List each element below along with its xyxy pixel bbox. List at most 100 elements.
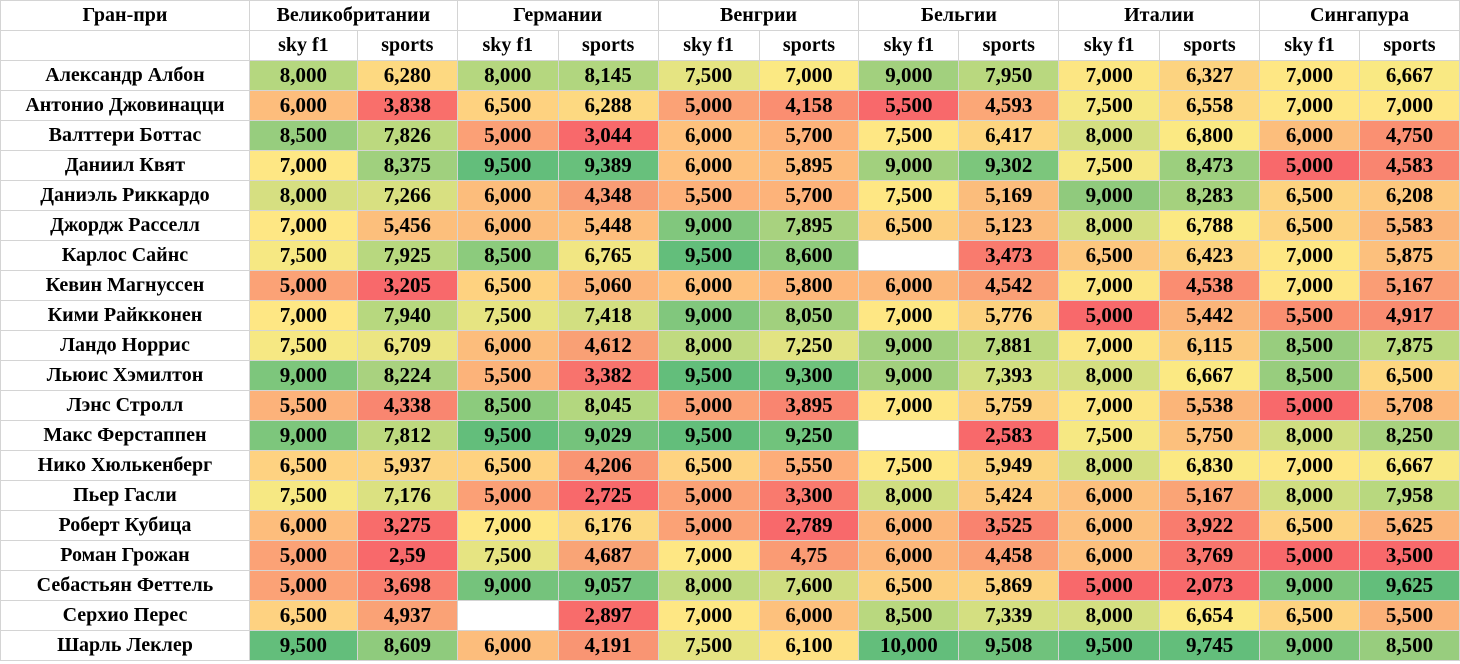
value-cell[interactable]: 4,75 xyxy=(758,540,860,571)
source-header-cell[interactable]: sports xyxy=(356,30,458,61)
value-cell[interactable] xyxy=(858,240,960,271)
value-cell[interactable]: 6,709 xyxy=(356,330,458,361)
value-cell[interactable]: 5,000 xyxy=(1058,570,1161,601)
value-cell[interactable]: 4,348 xyxy=(557,180,659,211)
value-cell[interactable]: 6,423 xyxy=(1159,240,1261,271)
value-cell[interactable]: 4,206 xyxy=(557,450,659,481)
value-cell[interactable]: 7,500 xyxy=(248,330,358,361)
value-cell[interactable]: 7,000 xyxy=(1259,60,1360,91)
value-cell[interactable]: 6,000 xyxy=(1058,480,1161,511)
value-cell[interactable]: 9,000 xyxy=(248,360,358,391)
value-cell[interactable]: 9,745 xyxy=(1159,630,1261,661)
value-cell[interactable]: 7,500 xyxy=(858,180,960,211)
source-header-cell[interactable]: sky f1 xyxy=(657,30,760,61)
value-cell[interactable]: 9,029 xyxy=(557,420,659,451)
value-cell[interactable]: 5,424 xyxy=(958,480,1060,511)
value-cell[interactable]: 6,000 xyxy=(1259,120,1360,151)
value-cell[interactable]: 5,000 xyxy=(1058,300,1161,331)
value-cell[interactable]: 9,000 xyxy=(858,150,960,181)
driver-name-cell[interactable]: Пьер Гасли xyxy=(0,480,250,511)
source-header-cell[interactable]: sports xyxy=(758,30,860,61)
value-cell[interactable]: 7,000 xyxy=(1259,240,1360,271)
source-header-cell[interactable]: sports xyxy=(1159,30,1261,61)
value-cell[interactable]: 7,500 xyxy=(1058,90,1161,121)
value-cell[interactable]: 5,949 xyxy=(958,450,1060,481)
value-cell[interactable]: 6,500 xyxy=(1358,360,1460,391)
value-cell[interactable]: 3,205 xyxy=(356,270,458,301)
value-cell[interactable]: 9,500 xyxy=(657,420,760,451)
value-cell[interactable]: 5,776 xyxy=(958,300,1060,331)
driver-name-cell[interactable]: Роберт Кубица xyxy=(0,510,250,541)
value-cell[interactable]: 7,500 xyxy=(858,450,960,481)
value-cell[interactable]: 8,283 xyxy=(1159,180,1261,211)
value-cell[interactable]: 6,800 xyxy=(1159,120,1261,151)
value-cell[interactable]: 7,000 xyxy=(1259,90,1360,121)
value-cell[interactable]: 8,000 xyxy=(1259,480,1360,511)
value-cell[interactable]: 2,897 xyxy=(557,600,659,631)
value-cell[interactable]: 8,500 xyxy=(456,390,559,421)
value-cell[interactable]: 7,000 xyxy=(858,300,960,331)
value-cell[interactable]: 3,525 xyxy=(958,510,1060,541)
value-cell[interactable]: 7,393 xyxy=(958,360,1060,391)
value-cell[interactable]: 8,000 xyxy=(1058,210,1161,241)
value-cell[interactable]: 7,000 xyxy=(1358,90,1460,121)
value-cell[interactable]: 5,000 xyxy=(1259,150,1360,181)
value-cell[interactable]: 6,327 xyxy=(1159,60,1261,91)
value-cell[interactable] xyxy=(456,600,559,631)
gp-header-cell[interactable]: Германии xyxy=(456,0,659,31)
value-cell[interactable]: 9,508 xyxy=(958,630,1060,661)
driver-name-cell[interactable]: Себастьян Феттель xyxy=(0,570,250,601)
value-cell[interactable]: 7,418 xyxy=(557,300,659,331)
value-cell[interactable]: 8,000 xyxy=(1259,420,1360,451)
value-cell[interactable]: 8,250 xyxy=(1358,420,1460,451)
value-cell[interactable]: 5,750 xyxy=(1159,420,1261,451)
value-cell[interactable]: 7,881 xyxy=(958,330,1060,361)
value-cell[interactable]: 9,000 xyxy=(1259,630,1360,661)
value-cell[interactable]: 5,800 xyxy=(758,270,860,301)
value-cell[interactable]: 2,583 xyxy=(958,420,1060,451)
value-cell[interactable]: 2,789 xyxy=(758,510,860,541)
driver-name-cell[interactable]: Джордж Расселл xyxy=(0,210,250,241)
value-cell[interactable]: 9,302 xyxy=(958,150,1060,181)
value-cell[interactable]: 5,500 xyxy=(1259,300,1360,331)
value-cell[interactable]: 6,288 xyxy=(557,90,659,121)
driver-name-cell[interactable]: Кими Райкконен xyxy=(0,300,250,331)
value-cell[interactable]: 4,538 xyxy=(1159,270,1261,301)
value-cell[interactable]: 6,000 xyxy=(758,600,860,631)
value-cell[interactable]: 6,654 xyxy=(1159,600,1261,631)
value-cell[interactable]: 5,456 xyxy=(356,210,458,241)
value-cell[interactable]: 7,925 xyxy=(356,240,458,271)
value-cell[interactable]: 9,000 xyxy=(248,420,358,451)
value-cell[interactable]: 6,000 xyxy=(657,120,760,151)
value-cell[interactable]: 5,060 xyxy=(557,270,659,301)
value-cell[interactable]: 7,826 xyxy=(356,120,458,151)
value-cell[interactable]: 8,000 xyxy=(1058,600,1161,631)
value-cell[interactable]: 5,500 xyxy=(1358,600,1460,631)
value-cell[interactable]: 7,500 xyxy=(456,540,559,571)
value-cell[interactable]: 7,000 xyxy=(1058,330,1161,361)
value-cell[interactable]: 5,700 xyxy=(758,120,860,151)
value-cell[interactable]: 5,167 xyxy=(1358,270,1460,301)
value-cell[interactable]: 7,500 xyxy=(1058,150,1161,181)
value-cell[interactable]: 8,045 xyxy=(557,390,659,421)
value-cell[interactable]: 6,500 xyxy=(1259,180,1360,211)
value-cell[interactable]: 6,000 xyxy=(248,510,358,541)
value-cell[interactable]: 5,000 xyxy=(657,90,760,121)
value-cell[interactable]: 7,500 xyxy=(248,240,358,271)
value-cell[interactable]: 8,500 xyxy=(456,240,559,271)
value-cell[interactable]: 6,000 xyxy=(456,330,559,361)
gp-header-cell[interactable]: Великобритании xyxy=(248,0,458,31)
value-cell[interactable]: 5,700 xyxy=(758,180,860,211)
value-cell[interactable]: 5,000 xyxy=(657,480,760,511)
value-cell[interactable]: 7,000 xyxy=(1259,450,1360,481)
value-cell[interactable]: 7,940 xyxy=(356,300,458,331)
value-cell[interactable]: 4,458 xyxy=(958,540,1060,571)
value-cell[interactable]: 7,000 xyxy=(456,510,559,541)
value-cell[interactable]: 10,000 xyxy=(858,630,960,661)
value-cell[interactable]: 5,538 xyxy=(1159,390,1261,421)
value-cell[interactable]: 4,917 xyxy=(1358,300,1460,331)
value-cell[interactable]: 7,339 xyxy=(958,600,1060,631)
value-cell[interactable]: 5,000 xyxy=(248,540,358,571)
source-header-cell[interactable]: sky f1 xyxy=(456,30,559,61)
value-cell[interactable]: 9,500 xyxy=(657,360,760,391)
